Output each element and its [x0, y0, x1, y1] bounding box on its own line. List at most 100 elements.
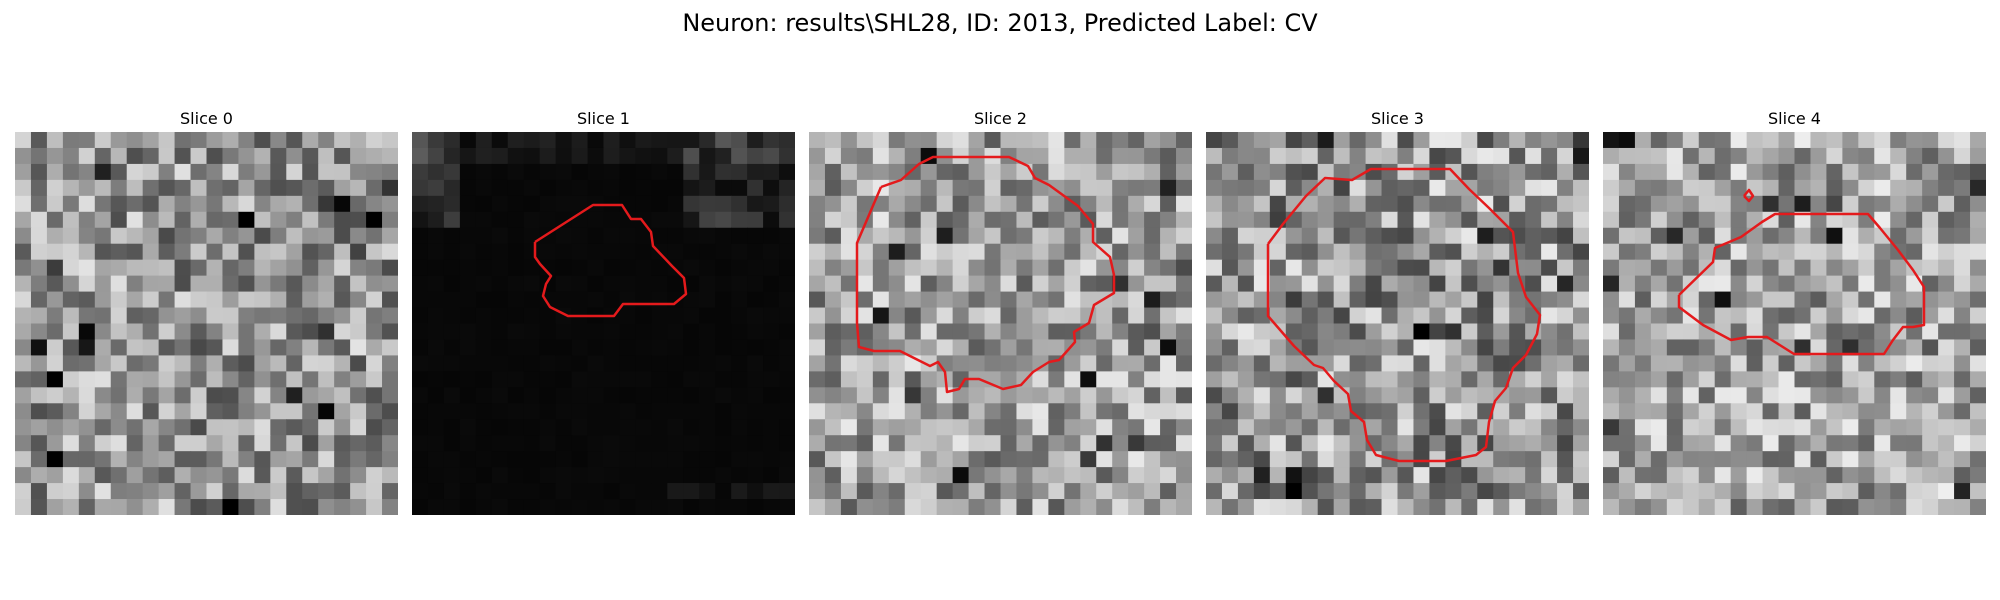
- voxel-cell: [1445, 323, 1462, 341]
- voxel-cell: [254, 195, 271, 213]
- voxel-cell: [1666, 323, 1684, 341]
- voxel-cell: [459, 259, 477, 277]
- voxel-cell: [603, 371, 621, 388]
- voxel-cell: [1112, 499, 1129, 515]
- voxel-cell: [555, 419, 573, 436]
- voxel-cell: [1128, 499, 1145, 515]
- voxel-cell: [1557, 435, 1574, 452]
- voxel-cell: [1349, 435, 1367, 452]
- voxel-cell: [1970, 419, 1986, 436]
- voxel-cell: [1301, 387, 1319, 404]
- voxel-cell: [94, 419, 112, 436]
- voxel-cell: [318, 259, 335, 277]
- voxel-cell: [475, 323, 493, 341]
- voxel-cell: [715, 323, 732, 341]
- voxel-cell: [824, 227, 842, 245]
- voxel-cell: [1906, 163, 1923, 181]
- voxel-cell: [1778, 419, 1796, 436]
- voxel-cell: [683, 419, 700, 436]
- voxel-cell: [968, 435, 986, 452]
- voxel-cell: [1317, 275, 1335, 293]
- voxel-cell: [366, 403, 383, 420]
- voxel-cell: [302, 403, 319, 420]
- voxel-cell: [1650, 291, 1668, 309]
- voxel-cell: [1874, 211, 1891, 229]
- voxel-cell: [603, 163, 621, 181]
- voxel-cell: [206, 483, 224, 500]
- voxel-cell: [142, 163, 160, 181]
- voxel-cell: [350, 179, 367, 197]
- voxel-cell: [412, 403, 429, 420]
- voxel-cell: [1794, 163, 1812, 181]
- voxel-cell: [1970, 211, 1986, 229]
- voxel-cell: [1714, 307, 1732, 325]
- voxel-cell: [1461, 419, 1478, 436]
- voxel-cell: [1429, 323, 1446, 341]
- voxel-cell: [952, 259, 970, 277]
- voxel-cell: [126, 132, 144, 149]
- voxel-cell: [984, 387, 1002, 404]
- voxel-cell: [174, 259, 192, 277]
- voxel-cell: [904, 259, 922, 277]
- voxel-cell: [1573, 275, 1589, 293]
- voxel-cell: [1176, 403, 1192, 420]
- voxel-cell: [936, 259, 954, 277]
- voxel-cell: [539, 179, 557, 197]
- voxel-cell: [366, 307, 383, 325]
- voxel-cell: [1269, 195, 1287, 213]
- voxel-cell: [1285, 419, 1303, 436]
- voxel-cell: [1445, 499, 1462, 515]
- voxel-cell: [1349, 467, 1367, 484]
- voxel-cell: [1618, 132, 1636, 149]
- voxel-cell: [1381, 259, 1399, 277]
- voxel-cell: [667, 147, 684, 165]
- voxel-cell: [1794, 211, 1812, 229]
- voxel-cell: [715, 259, 732, 277]
- voxel-cell: [15, 275, 32, 293]
- voxel-cell: [254, 355, 271, 372]
- voxel-cell: [731, 211, 748, 229]
- voxel-cell: [302, 243, 319, 261]
- voxel-cell: [1237, 132, 1255, 149]
- voxel-cell: [715, 371, 732, 388]
- voxel-cell: [126, 403, 144, 420]
- voxel-cell: [110, 499, 128, 515]
- voxel-cell: [1842, 307, 1859, 325]
- voxel-cell: [1080, 435, 1097, 452]
- voxel-cell: [1032, 163, 1049, 181]
- voxel-cell: [872, 499, 890, 515]
- voxel-cell: [254, 211, 271, 229]
- voxel-cell: [270, 179, 287, 197]
- voxel-cell: [1160, 323, 1177, 341]
- voxel-cell: [904, 195, 922, 213]
- voxel-cell: [747, 435, 764, 452]
- voxel-cell: [1746, 387, 1764, 404]
- voxel-cell: [475, 467, 493, 484]
- voxel-cell: [555, 323, 573, 341]
- voxel-cell: [94, 323, 112, 341]
- voxel-cell: [30, 147, 48, 165]
- voxel-cell: [1557, 371, 1574, 388]
- voxel-cell: [747, 163, 764, 181]
- voxel-cell: [1381, 179, 1399, 197]
- voxel-cell: [1794, 355, 1812, 372]
- voxel-cell: [412, 211, 429, 229]
- voxel-cell: [1778, 307, 1796, 325]
- voxel-cell: [62, 371, 80, 388]
- voxel-cell: [206, 323, 224, 341]
- voxel-cell: [1080, 132, 1097, 149]
- voxel-cell: [382, 339, 398, 357]
- voxel-cell: [1714, 195, 1732, 213]
- voxel-cell: [1285, 467, 1303, 484]
- voxel-cell: [1842, 371, 1859, 388]
- voxel-cell: [1541, 419, 1558, 436]
- voxel-cell: [747, 243, 764, 261]
- voxel-cell: [382, 403, 398, 420]
- voxel-cell: [1176, 371, 1192, 388]
- voxel-cell: [318, 387, 335, 404]
- voxel-cell: [1650, 211, 1668, 229]
- voxel-cell: [936, 435, 954, 452]
- voxel-cell: [1016, 499, 1034, 515]
- voxel-cell: [1144, 227, 1161, 245]
- voxel-cell: [1128, 339, 1145, 357]
